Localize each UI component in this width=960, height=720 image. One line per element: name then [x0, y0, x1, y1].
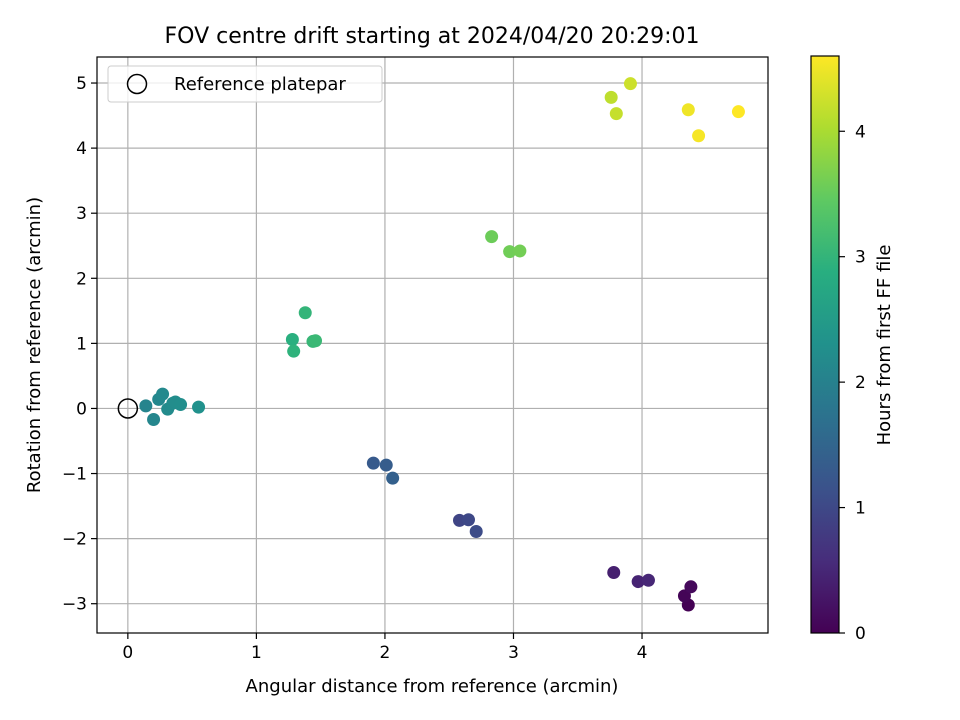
data-point — [285, 332, 299, 346]
colorbar-ticks: 0 1 2 3 4 — [839, 122, 866, 644]
y-tick-label: 2 — [76, 269, 87, 289]
data-point — [156, 387, 170, 401]
data-point — [513, 244, 527, 258]
y-tick-label: −1 — [62, 465, 87, 485]
data-point — [386, 471, 400, 485]
x-tick-label: 0 — [122, 643, 133, 663]
data-point — [147, 413, 161, 427]
data-point — [379, 458, 393, 472]
x-tick-label: 2 — [380, 643, 391, 663]
data-point — [139, 399, 153, 413]
data-point — [609, 107, 623, 121]
data-point — [309, 334, 323, 348]
x-tick-label: 3 — [508, 643, 519, 663]
reference-platepar-marker — [117, 398, 139, 419]
colorbar-gradient — [810, 55, 840, 634]
y-tick-label: 3 — [76, 204, 87, 224]
x-tick-label: 4 — [637, 643, 648, 663]
chart-title: FOV centre drift starting at 2024/04/20 … — [165, 24, 700, 49]
data-point — [623, 77, 637, 91]
data-point — [607, 565, 621, 579]
y-tick-label: −2 — [62, 530, 87, 550]
y-tick-label: 1 — [76, 334, 87, 354]
legend: Reference platepar — [107, 65, 383, 103]
data-point — [684, 580, 698, 594]
colorbar: 0 1 2 3 4 Hours from first FF file — [810, 55, 895, 644]
y-axis-ticks: −3 −2 −1 0 1 2 3 4 5 — [62, 74, 97, 615]
data-point — [731, 105, 745, 119]
data-point — [174, 398, 188, 412]
data-point — [692, 129, 706, 143]
data-points — [139, 77, 745, 612]
data-point — [631, 575, 645, 589]
y-tick-label: −3 — [62, 595, 87, 615]
colorbar-label: Hours from first FF file — [874, 245, 895, 446]
legend-entry-reference-platepar: Reference platepar — [174, 74, 346, 95]
legend-box — [107, 65, 383, 103]
x-tick-label: 1 — [251, 643, 262, 663]
data-point — [469, 524, 483, 538]
data-point — [366, 456, 380, 470]
colorbar-tick-label: 2 — [855, 373, 866, 393]
data-point — [287, 344, 301, 358]
y-tick-label: 5 — [76, 74, 87, 94]
x-axis-label: Angular distance from reference (arcmin) — [246, 676, 619, 697]
colorbar-tick-label: 3 — [855, 248, 866, 268]
data-point — [503, 245, 517, 259]
data-point — [485, 230, 499, 244]
colorbar-tick-label: 1 — [855, 499, 866, 519]
data-point — [681, 103, 695, 117]
data-point — [604, 90, 618, 104]
y-axis-label: Rotation from reference (arcmin) — [24, 197, 45, 493]
colorbar-tick-label: 0 — [855, 624, 866, 644]
data-point — [461, 513, 475, 527]
grid — [97, 57, 768, 633]
colorbar-tick-label: 4 — [855, 122, 866, 142]
data-point — [192, 400, 206, 414]
legend-marker — [126, 73, 148, 95]
x-axis-ticks: 0 1 2 3 4 — [122, 633, 647, 663]
data-point — [298, 306, 312, 320]
y-tick-label: 0 — [76, 399, 87, 419]
plot-area-frame — [96, 56, 769, 634]
y-tick-label: 4 — [76, 139, 87, 159]
data-point — [641, 573, 655, 587]
data-point — [677, 589, 691, 603]
